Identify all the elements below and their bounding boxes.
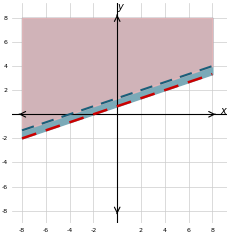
Text: y: y: [117, 2, 123, 12]
Text: x: x: [219, 106, 225, 116]
